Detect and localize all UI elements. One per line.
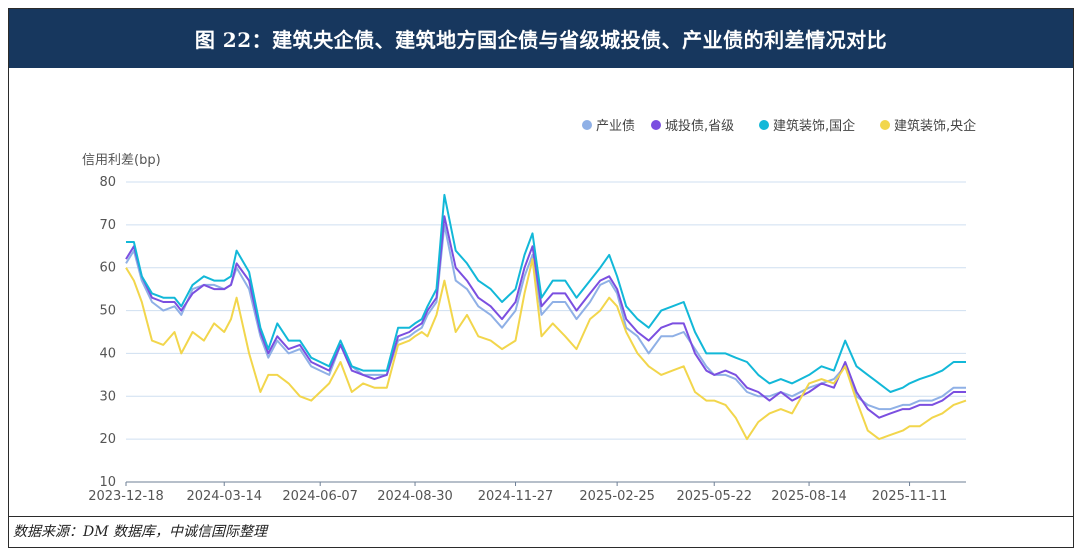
x-tick-label: 2025-08-14 [771, 489, 847, 504]
figure-frame: 图 22：建筑央企债、建筑地方国企债与省级城投债、产业债的利差情况对比 数据来源… [8, 8, 1074, 548]
figure-title: 图 22：建筑央企债、建筑地方国企债与省级城投债、产业债的利差情况对比 [9, 9, 1073, 68]
data-source-note: 数据来源：DM 数据库，中诚信国际整理 [13, 524, 268, 540]
series-line-1 [125, 223, 966, 411]
y-axis-ticks: 10 20 30 40 50 60 70 80 [99, 175, 116, 490]
legend: 产业债 城投债,省级 建筑装饰,国企 建筑装饰,央企 [582, 118, 976, 134]
legend-swatch-3 [759, 120, 769, 130]
y-tick-label: 60 [99, 261, 116, 276]
x-tick-label: 2024-08-30 [377, 489, 453, 504]
y-axis-title: 信用利差(bp) [82, 153, 161, 168]
legend-label-2: 城投债,省级 [665, 118, 734, 134]
x-tick-label: 2025-02-25 [579, 489, 655, 504]
series-lines [125, 193, 967, 441]
legend-swatch-4 [880, 120, 890, 130]
legend-label-4: 建筑装饰,央企 [894, 118, 976, 134]
x-tick-label: 2024-11-27 [478, 489, 554, 504]
series-line-4 [125, 258, 967, 441]
y-tick-label: 20 [99, 432, 116, 447]
x-tick-label: 2024-03-14 [186, 489, 262, 504]
footer-divider [9, 516, 1073, 517]
legend-label-1: 产业债 [596, 119, 635, 134]
legend-swatch-2 [651, 120, 661, 130]
legend-swatch-1 [582, 120, 592, 130]
y-tick-label: 10 [99, 475, 116, 490]
x-tick-label: 2025-11-11 [872, 489, 948, 504]
y-tick-label: 70 [99, 218, 116, 233]
series-line-3 [126, 193, 966, 393]
y-tick-label: 80 [99, 175, 116, 190]
series-line-2 [125, 215, 966, 419]
y-tick-label: 50 [99, 304, 116, 319]
grid-lines [126, 181, 966, 440]
x-tick-label: 2024-06-07 [282, 489, 358, 504]
x-axis-ticks: 2023-12-18 2024-03-14 2024-06-07 2024-08-30… [88, 482, 947, 504]
legend-label-3: 建筑装饰,国企 [773, 118, 855, 134]
x-tick-label: 2023-12-18 [88, 489, 164, 504]
x-tick-label: 2025-05-22 [676, 489, 752, 504]
y-tick-label: 40 [99, 346, 116, 361]
y-tick-label: 30 [99, 389, 116, 404]
